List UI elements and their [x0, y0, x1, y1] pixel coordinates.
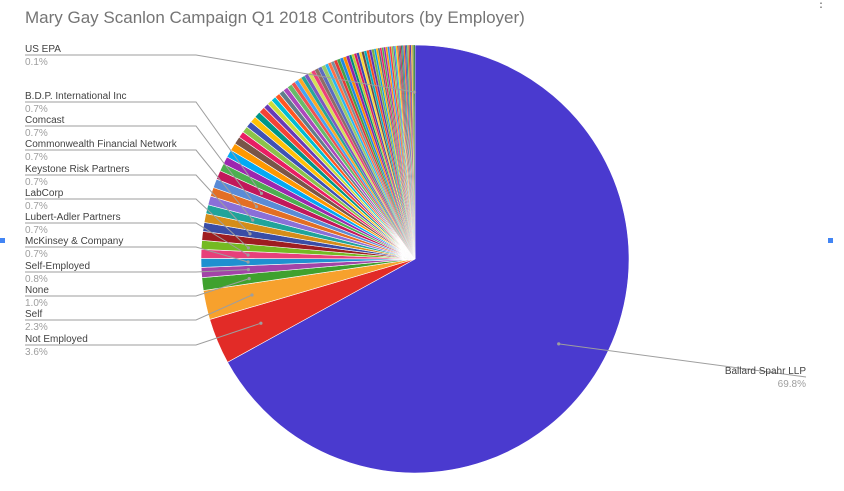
- resize-handle-left[interactable]: [0, 238, 5, 243]
- slice-label-mckinsey-company: McKinsey & Company: [25, 236, 123, 247]
- more-vert-icon[interactable]: ⋮: [815, 0, 825, 8]
- slice-percent-labcorp: 0.7%: [25, 201, 48, 212]
- leader-line: [25, 222, 249, 256]
- slice-label-self-employed: Self-Employed: [25, 261, 90, 272]
- slice-label-ballard-spahr-llp: Ballard Spahr LLP: [725, 366, 806, 377]
- slice-label-keystone-risk-partners: Keystone Risk Partners: [25, 164, 130, 175]
- slice-label-lubert-adler-partners: Lubert-Adler Partners: [25, 212, 121, 223]
- slice-percent-not-employed: 3.6%: [25, 347, 48, 358]
- slice-label-none: None: [25, 285, 49, 296]
- leader-line: [25, 125, 257, 207]
- leader-line: [25, 294, 253, 321]
- slice-percent-mckinsey-company: 0.7%: [25, 249, 48, 260]
- slice-label-not-employed: Not Employed: [25, 334, 88, 345]
- slice-label-labcorp: LabCorp: [25, 188, 64, 199]
- leader-line: [25, 101, 262, 194]
- leader-line: [25, 322, 262, 346]
- pie-slice-us-epa[interactable]: [413, 44, 416, 260]
- chart-title: Mary Gay Scanlon Campaign Q1 2018 Contri…: [25, 8, 525, 27]
- leader-line: [558, 343, 807, 378]
- slice-label-b-d-p-international-inc: B.D.P. International Inc: [25, 91, 127, 102]
- slice-percent-none: 1.0%: [25, 298, 48, 309]
- slice-label-self: Self: [25, 309, 42, 320]
- leader-line: [25, 278, 250, 297]
- resize-handle-right[interactable]: [828, 238, 833, 243]
- slice-percent-self-employed: 0.8%: [25, 274, 48, 285]
- slice-percent-self: 2.3%: [25, 322, 48, 333]
- slice-percent-comcast: 0.7%: [25, 128, 48, 139]
- leader-line: [25, 54, 415, 93]
- leader-line: [25, 269, 249, 273]
- slice-percent-b-d-p-international-inc: 0.7%: [25, 104, 48, 115]
- slice-label-us-epa: US EPA: [25, 44, 61, 55]
- slice-percent-ballard-spahr-llp: 69.8%: [778, 379, 806, 390]
- slice-percent-lubert-adler-partners: 0.7%: [25, 225, 48, 236]
- slice-label-commonwealth-financial-network: Commonwealth Financial Network: [25, 139, 178, 150]
- pie-slices: [200, 44, 630, 474]
- pie-labels: Ballard Spahr LLP 69.8% Not Employed 3.6% Se…: [25, 44, 806, 390]
- slice-percent-us-epa: 0.1%: [25, 57, 48, 68]
- leader-line: [25, 174, 251, 235]
- pie-slice-ballard-spahr-llp[interactable]: [227, 44, 630, 474]
- leader-line: [25, 246, 249, 263]
- slice-percent-commonwealth-financial-network: 0.7%: [25, 152, 48, 163]
- leader-line: [25, 198, 249, 249]
- slice-label-comcast: Comcast: [25, 115, 65, 126]
- slice-percent-keystone-risk-partners: 0.7%: [25, 177, 48, 188]
- leader-line: [25, 149, 254, 221]
